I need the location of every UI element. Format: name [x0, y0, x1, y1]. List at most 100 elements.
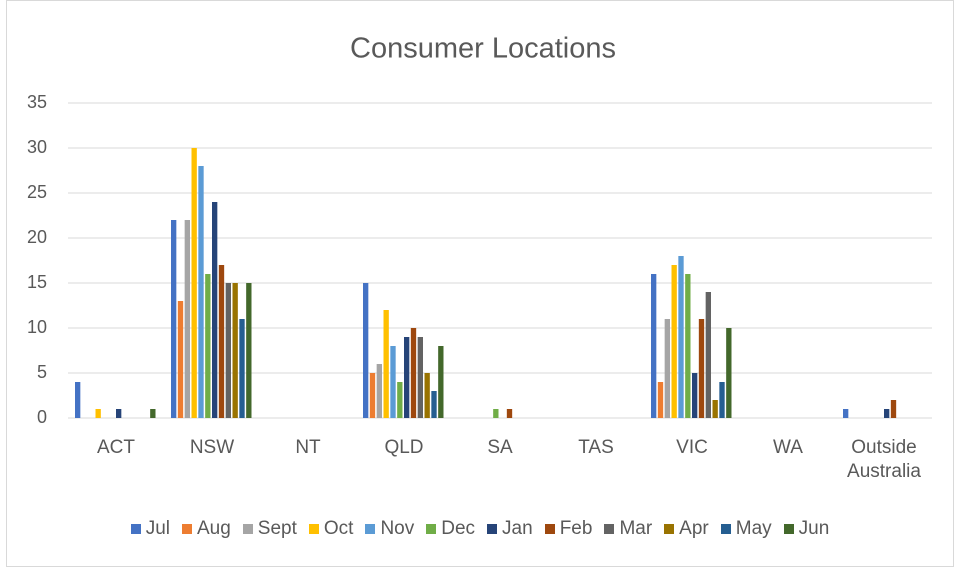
bar	[890, 400, 897, 418]
legend-label: Sept	[257, 518, 297, 539]
legend-item: Nov	[365, 518, 414, 540]
bar	[651, 274, 657, 418]
x-tick-label: Outside Australia	[847, 437, 921, 482]
bar	[404, 337, 410, 418]
legend-label: Jan	[502, 518, 533, 539]
x-tick-label: QLD	[384, 437, 424, 458]
bar	[246, 283, 252, 418]
bar	[397, 382, 403, 418]
y-tick-label: 20	[27, 227, 47, 247]
bar	[712, 400, 718, 418]
bar	[671, 265, 677, 418]
legend-label: Apr	[679, 518, 709, 539]
bar	[376, 364, 382, 418]
bar	[692, 373, 698, 418]
legend-item: Jan	[487, 518, 533, 540]
legend-label: Aug	[196, 518, 231, 539]
legend-label: Mar	[619, 518, 653, 539]
bar	[719, 382, 725, 418]
legend-swatch	[720, 524, 731, 534]
bar	[410, 328, 417, 418]
legend-swatch	[604, 524, 615, 534]
legend-label: Nov	[380, 518, 415, 539]
bar	[390, 346, 396, 418]
bar	[363, 283, 369, 418]
bar	[205, 274, 211, 418]
legend-label: Jun	[798, 518, 830, 539]
legend-label: Dec	[441, 518, 476, 539]
x-tick-label: ACT	[97, 437, 135, 458]
bar	[171, 220, 177, 418]
legend-swatch	[664, 524, 675, 534]
legend-label: May	[735, 518, 772, 539]
bar	[177, 301, 184, 418]
legend-item: Dec	[426, 518, 475, 540]
bar	[191, 148, 197, 418]
bar	[884, 409, 890, 418]
bar	[116, 409, 122, 418]
x-tick-label: WA	[773, 437, 803, 458]
legend-item: Oct	[308, 518, 353, 540]
bar	[726, 328, 732, 418]
legend-label: Feb	[559, 518, 593, 539]
bar	[843, 409, 849, 418]
legend-swatch	[426, 524, 437, 534]
bar	[657, 382, 664, 418]
legend-label: Jul	[145, 518, 170, 539]
x-tick-label: NT	[295, 437, 321, 458]
bar	[698, 319, 705, 418]
bar	[424, 373, 430, 418]
legend-item: Jun	[783, 518, 830, 540]
bar	[198, 166, 204, 418]
bar	[184, 220, 190, 418]
legend-swatch	[308, 524, 319, 534]
legend-swatch	[130, 524, 141, 534]
bar	[438, 346, 444, 418]
legend-item: Aug	[181, 518, 231, 540]
legend-item: Jul	[130, 518, 170, 540]
bar	[383, 310, 389, 418]
legend-item: Feb	[544, 518, 593, 540]
legend-item: Apr	[664, 518, 709, 540]
legend-item: May	[720, 518, 772, 540]
bar	[685, 274, 691, 418]
bar	[225, 283, 231, 418]
x-tick-label: NSW	[189, 437, 235, 458]
y-tick-label: 35	[27, 92, 47, 112]
legend: Jul Aug Sept Oct Nov Dec Jan Feb Mar Apr May Jun	[0, 518, 960, 540]
legend-swatch	[783, 524, 794, 534]
legend-item: Sept	[242, 518, 297, 540]
bar	[664, 319, 670, 418]
bar	[218, 265, 225, 418]
legend-swatch	[544, 524, 555, 534]
legend-swatch	[365, 524, 376, 534]
legend-swatch	[242, 524, 253, 534]
legend-swatch	[181, 524, 192, 534]
bar	[417, 337, 423, 418]
y-tick-label: 15	[27, 272, 47, 292]
bar	[212, 202, 218, 418]
bar	[506, 409, 513, 418]
bar	[239, 319, 245, 418]
legend-item: Mar	[604, 518, 652, 540]
x-tick-label: TAS	[578, 437, 614, 458]
bar	[75, 382, 81, 418]
chart-title: Consumer Locations	[350, 33, 616, 65]
y-tick-label: 30	[27, 137, 47, 157]
x-tick-label: VIC	[676, 437, 708, 458]
bar	[95, 409, 101, 418]
bar	[705, 292, 711, 418]
y-tick-label: 5	[37, 362, 47, 382]
bar	[431, 391, 437, 418]
y-tick-label: 0	[37, 407, 47, 427]
legend-swatch	[487, 524, 498, 534]
bar	[232, 283, 238, 418]
bar	[678, 256, 684, 418]
y-tick-label: 10	[27, 317, 47, 337]
bar	[150, 409, 156, 418]
x-tick-label: SA	[487, 437, 513, 458]
y-tick-label: 25	[27, 182, 47, 202]
bar	[493, 409, 499, 418]
chart-border	[6, 0, 954, 567]
